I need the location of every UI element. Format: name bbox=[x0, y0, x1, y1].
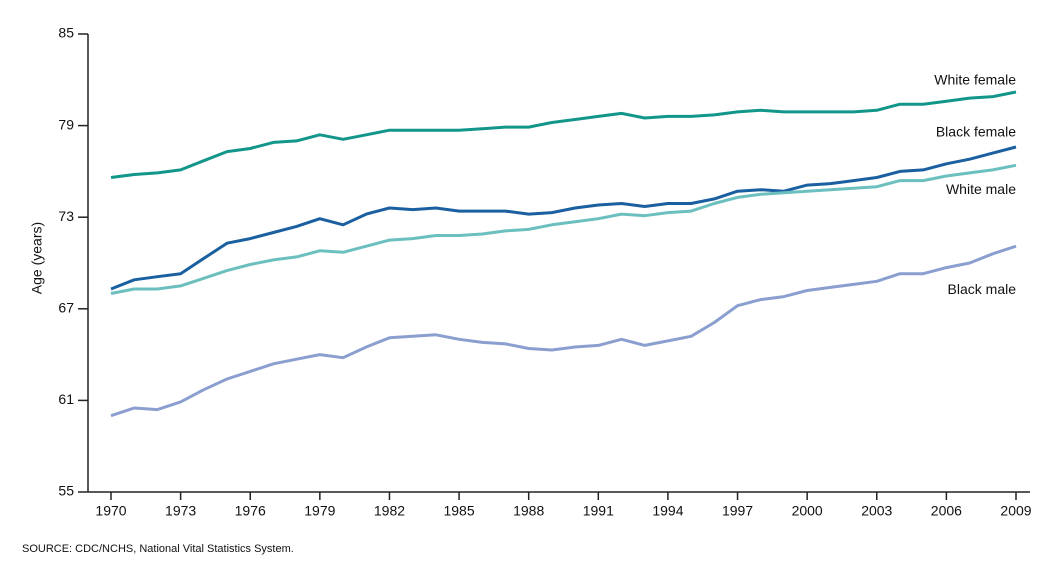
x-tick-label: 1979 bbox=[304, 503, 335, 519]
x-tick-label: 1976 bbox=[235, 503, 266, 519]
x-tick-label: 1997 bbox=[722, 503, 753, 519]
y-tick-label: 79 bbox=[58, 116, 74, 132]
y-tick-label: 85 bbox=[58, 25, 74, 41]
y-tick-label: 61 bbox=[58, 391, 74, 407]
x-tick-label: 1973 bbox=[165, 503, 196, 519]
series-line bbox=[110, 163, 1017, 295]
series-label: Black male bbox=[948, 281, 1017, 297]
x-tick-label: 1982 bbox=[374, 503, 405, 519]
series-line bbox=[110, 145, 1017, 291]
series-label: Black female bbox=[936, 124, 1016, 140]
x-tick-label: 2006 bbox=[931, 503, 962, 519]
y-axis-label: Age (years) bbox=[29, 222, 45, 294]
y-tick-label: 73 bbox=[58, 208, 74, 224]
series-label: White male bbox=[946, 181, 1016, 197]
y-tick-label: 55 bbox=[58, 483, 74, 499]
y-tick-label: 67 bbox=[58, 300, 74, 316]
x-tick-label: 2003 bbox=[861, 503, 892, 519]
x-tick-label: 2000 bbox=[792, 503, 823, 519]
x-tick-label: 1970 bbox=[95, 503, 126, 519]
x-tick-label: 1991 bbox=[583, 503, 614, 519]
x-tick-label: 1985 bbox=[443, 503, 474, 519]
series-line bbox=[110, 244, 1017, 418]
x-tick-label: 1988 bbox=[513, 503, 544, 519]
series-label: White female bbox=[934, 72, 1016, 88]
x-tick-label: 2009 bbox=[1000, 503, 1031, 519]
x-tick-label: 1994 bbox=[652, 503, 683, 519]
source-note: SOURCE: CDC/NCHS, National Vital Statist… bbox=[22, 543, 294, 555]
series-line bbox=[110, 90, 1017, 179]
